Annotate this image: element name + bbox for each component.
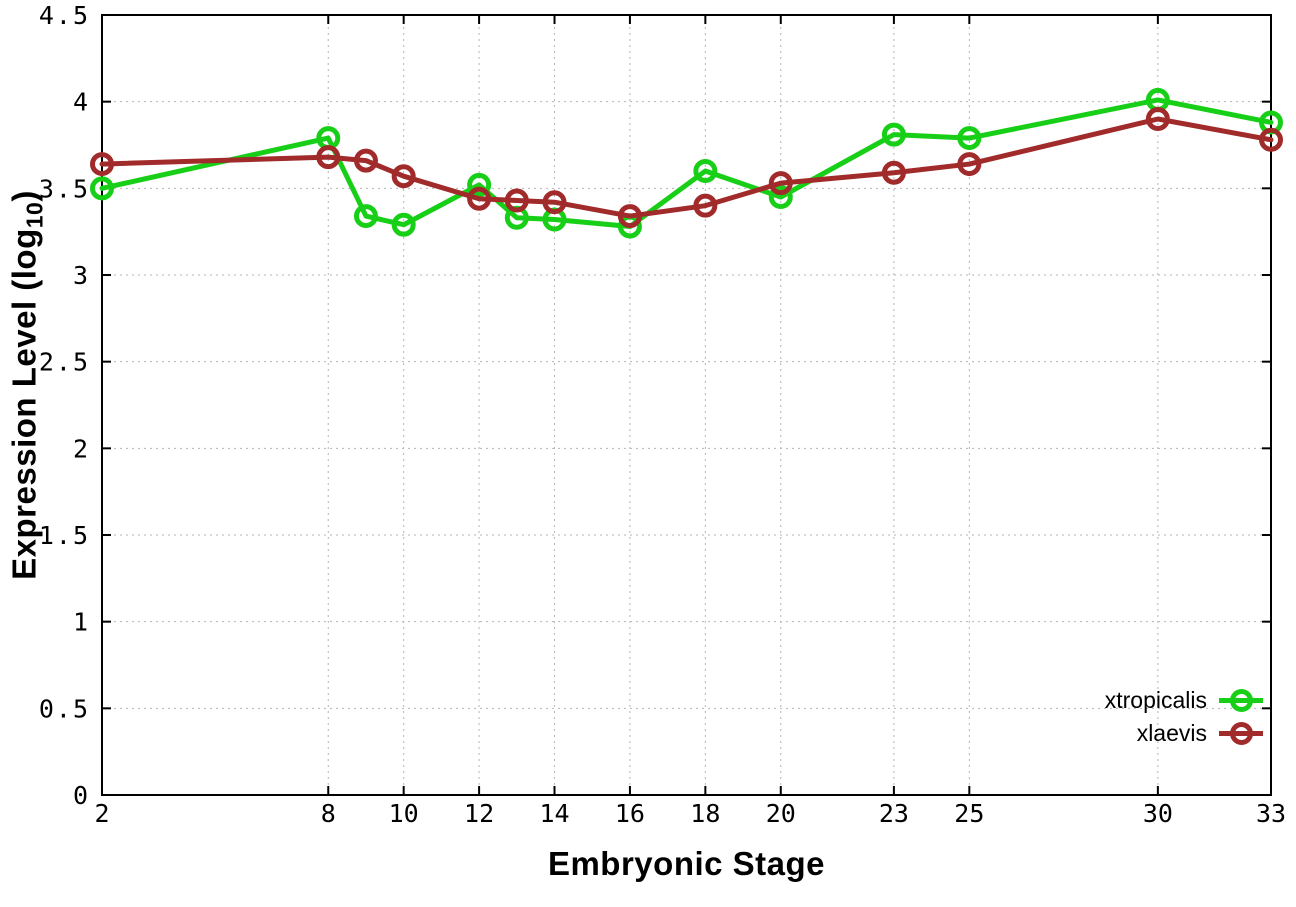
open-circle-marker-icon xyxy=(1229,721,1253,745)
x-tick-label: 8 xyxy=(321,799,336,828)
series-swatch-xtropicalis xyxy=(1219,687,1263,713)
legend-entry-xtropicalis: xtropicalis xyxy=(1105,685,1263,715)
x-tick-label: 10 xyxy=(389,799,419,828)
series-xlaevis-line xyxy=(99,116,1274,219)
y-tick-label: 0.5 xyxy=(39,694,90,723)
series-xlaevis-marker xyxy=(504,188,529,213)
legend-label-xlaevis: xlaevis xyxy=(1136,719,1207,746)
y-tick-label: 1 xyxy=(73,608,90,637)
x-tick-label: 12 xyxy=(464,799,494,828)
y-tick-label: 2.5 xyxy=(39,348,90,377)
y-axis-label-suffix: ) xyxy=(5,190,43,202)
x-axis-label: Embryonic Stage xyxy=(547,845,826,882)
x-tick-label: 20 xyxy=(766,799,796,828)
y-tick-label: 3 xyxy=(73,261,90,290)
series-xtropicalis-marker xyxy=(957,126,982,151)
legend-label-xtropicalis: xtropicalis xyxy=(1104,686,1207,713)
series-xlaevis-marker xyxy=(1145,107,1170,131)
x-tick-label: 33 xyxy=(1256,799,1286,828)
x-tick-label: 25 xyxy=(954,799,984,828)
y-tick-label: 1.5 xyxy=(39,521,90,550)
x-tick-label: 14 xyxy=(539,799,569,828)
series-xtropicalis-line xyxy=(99,97,1274,229)
series-xtropicalis-marker xyxy=(391,212,416,237)
series-xlaevis-marker xyxy=(353,148,378,173)
series-xlaevis-marker xyxy=(693,193,718,218)
y-axis-label: Expression Level (log10) xyxy=(6,190,49,580)
x-tick-label: 23 xyxy=(879,799,909,828)
y-tick-label: 4 xyxy=(73,88,90,117)
series-xlaevis-marker xyxy=(768,171,793,196)
series-xtropicalis-marker xyxy=(353,204,378,229)
y-axis-label-subscript: 10 xyxy=(21,201,48,229)
series-xtropicalis-marker xyxy=(90,176,114,201)
plot-border xyxy=(101,14,1272,796)
x-tick-label: 16 xyxy=(615,799,645,828)
series-xtropicalis-marker xyxy=(768,185,793,209)
y-tick-label: 0 xyxy=(73,781,90,810)
series-xlaevis-marker xyxy=(467,186,492,211)
series-xlaevis-marker xyxy=(316,145,341,170)
x-tick-label: 30 xyxy=(1143,799,1173,828)
legend: xtropicalis xlaevis xyxy=(1105,685,1263,748)
series-xtropicalis-marker xyxy=(693,159,718,183)
series-xlaevis-marker xyxy=(957,152,982,177)
y-tick-label: 4.5 xyxy=(39,1,90,30)
series-xlaevis-marker xyxy=(881,160,906,185)
series-xtropicalis-marker xyxy=(467,172,492,197)
open-circle-marker-icon xyxy=(1229,688,1253,712)
series-xlaevis-marker xyxy=(90,152,114,177)
series-xtropicalis-marker xyxy=(881,122,906,147)
series-xlaevis-marker xyxy=(391,164,416,189)
series-xlaevis-marker xyxy=(617,204,642,229)
x-tick-label: 18 xyxy=(690,799,720,828)
y-tick-label: 2 xyxy=(73,434,90,463)
series-xlaevis-marker xyxy=(542,190,567,215)
y-tick-label: 3.5 xyxy=(39,174,90,203)
x-tick-label: 2 xyxy=(94,799,109,828)
y-axis-label-main: Expression Level (log xyxy=(5,228,43,580)
legend-entry-xlaevis: xlaevis xyxy=(1105,718,1263,748)
series-xlaevis-marker xyxy=(1259,127,1283,152)
series-swatch-xlaevis xyxy=(1219,720,1263,746)
